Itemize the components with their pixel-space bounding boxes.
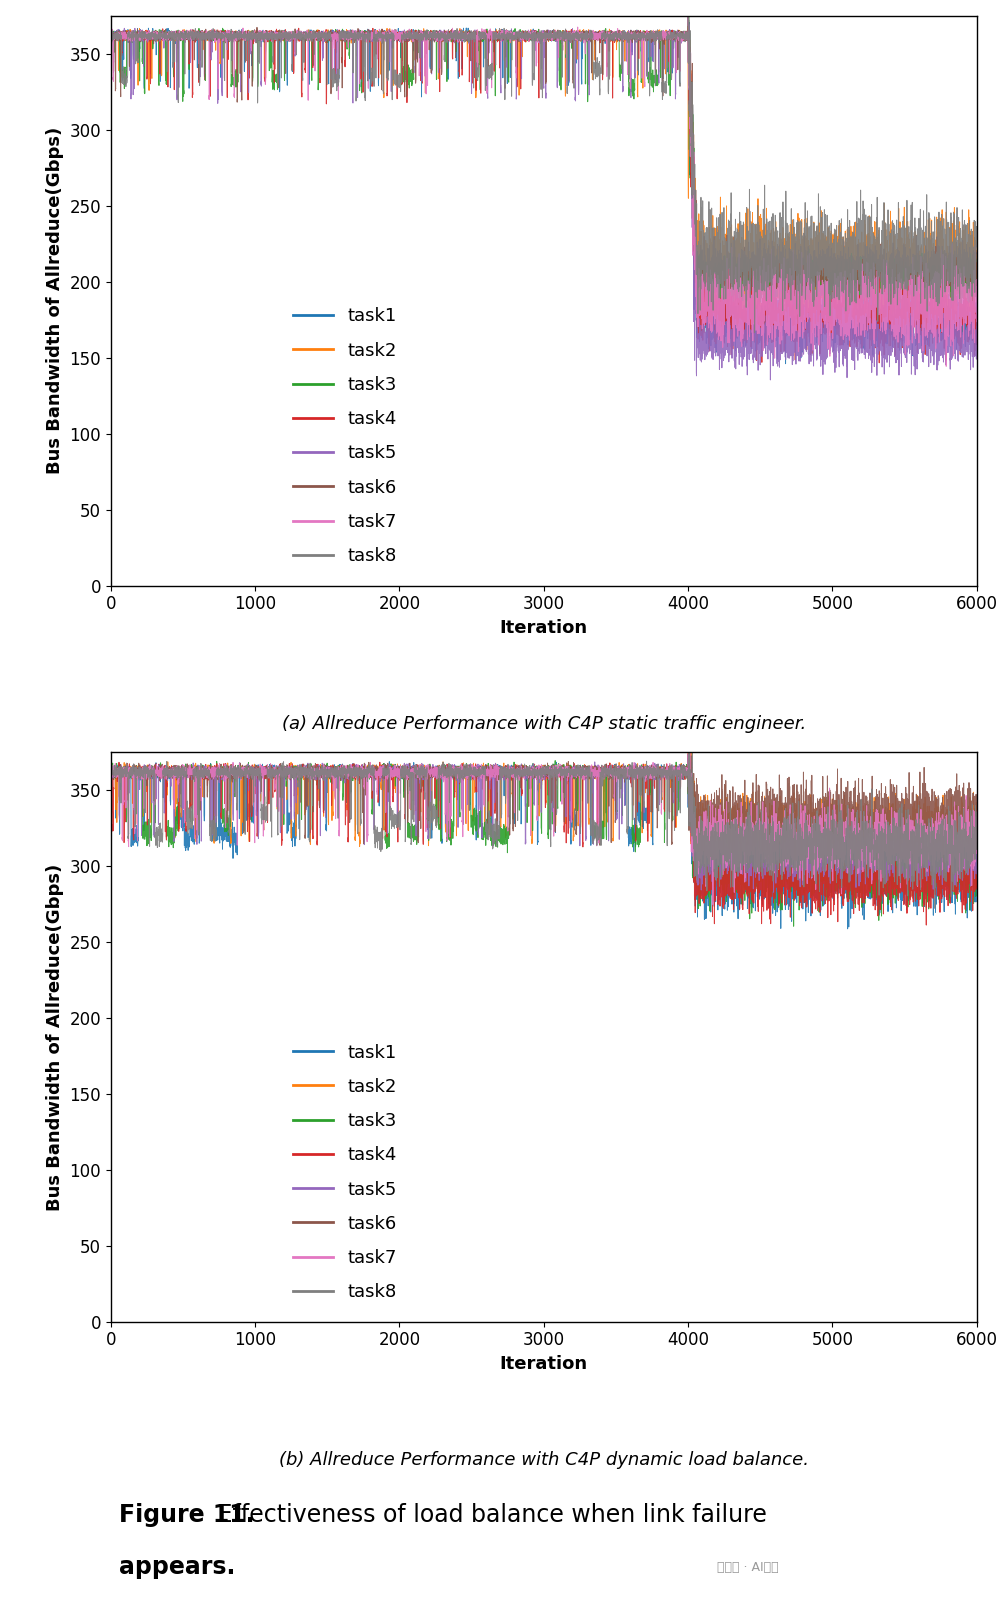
- Text: 微众号 · AI闲谈: 微众号 · AI闲谈: [717, 1562, 778, 1574]
- Legend: task1, task2, task3, task4, task5, task6, task7, task8: task1, task2, task3, task4, task5, task6…: [293, 1043, 397, 1301]
- X-axis label: Iteration: Iteration: [499, 619, 588, 637]
- Text: Figure 11.: Figure 11.: [120, 1502, 255, 1526]
- Text: (b) Allreduce Performance with C4P dynamic load balance.: (b) Allreduce Performance with C4P dynam…: [279, 1451, 809, 1469]
- Y-axis label: Bus Bandwidth of Allreduce(Gbps): Bus Bandwidth of Allreduce(Gbps): [46, 864, 63, 1211]
- Y-axis label: Bus Bandwidth of Allreduce(Gbps): Bus Bandwidth of Allreduce(Gbps): [46, 126, 63, 475]
- Text: (a) Allreduce Performance with C4P static traffic engineer.: (a) Allreduce Performance with C4P stati…: [282, 715, 806, 733]
- Text: Effectiveness of load balance when link failure: Effectiveness of load balance when link …: [210, 1502, 767, 1526]
- Text: appears.: appears.: [120, 1555, 236, 1579]
- Legend: task1, task2, task3, task4, task5, task6, task7, task8: task1, task2, task3, task4, task5, task6…: [293, 307, 397, 565]
- X-axis label: Iteration: Iteration: [499, 1355, 588, 1373]
